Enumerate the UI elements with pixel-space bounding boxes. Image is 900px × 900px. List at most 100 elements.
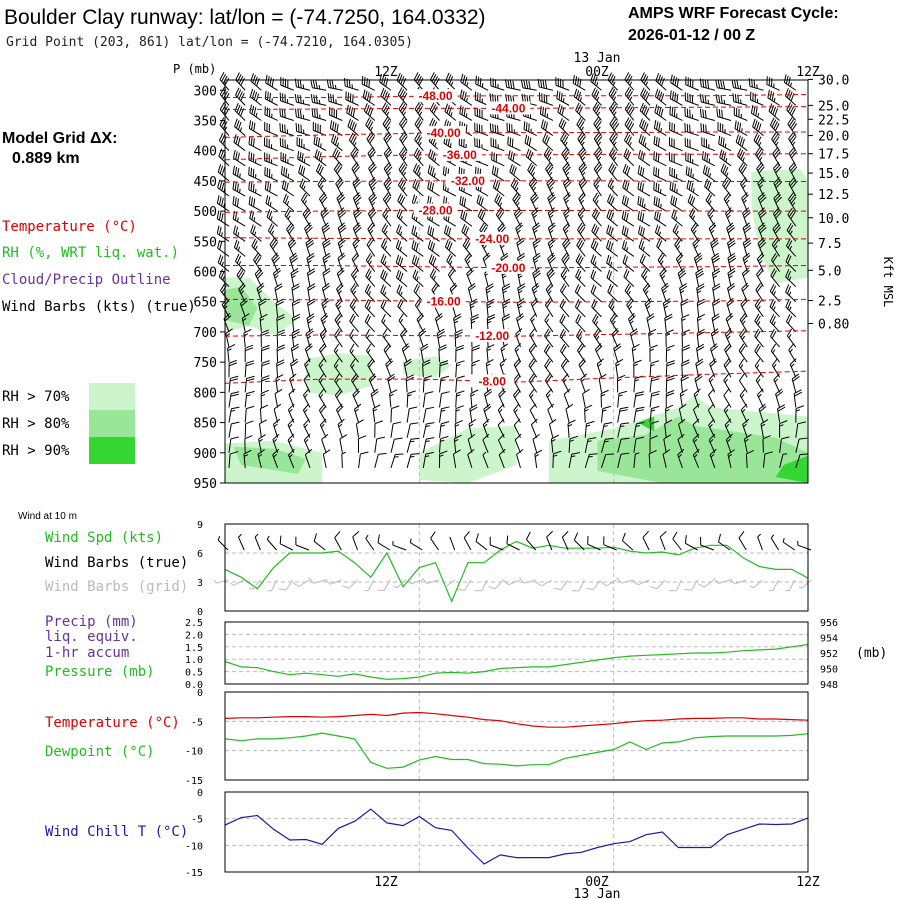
xsec-barb-flag xyxy=(410,437,420,440)
xsec-barb-staff xyxy=(455,378,458,393)
xsec-barb-flag xyxy=(291,283,300,289)
xsec-barb-flag xyxy=(758,403,766,410)
xsec-barb-flag xyxy=(366,343,372,352)
xsec-barb-flag xyxy=(517,285,526,291)
xsec-barb-half xyxy=(548,290,552,295)
xsec-barb-staff xyxy=(374,454,379,469)
xsec-barb-flag xyxy=(689,208,694,216)
xsec-barb-half xyxy=(402,111,407,116)
xsec-barb-flag xyxy=(674,198,678,207)
xsec-barb-half xyxy=(440,439,445,442)
xsec-barb xyxy=(576,222,586,242)
xsec-barb xyxy=(734,120,748,137)
isotherm-label-9: -12.00 xyxy=(475,329,509,343)
wind-barb-grid-staff xyxy=(233,579,245,586)
xsec-barb xyxy=(279,123,294,137)
xsec-barb xyxy=(516,449,524,469)
xsec-barb-flag xyxy=(757,388,764,396)
pressure-y2tick-label-0: 948 xyxy=(820,680,838,691)
wind-barb-grid-flag xyxy=(616,577,622,584)
xsec-barb-flag xyxy=(369,164,376,171)
xsec-barb xyxy=(722,177,732,197)
xsec-barb-staff xyxy=(795,454,801,469)
xsec-barb-flag xyxy=(319,343,326,351)
xsec-barb-flag xyxy=(789,149,796,157)
xsec-barb-half xyxy=(419,111,423,116)
xsec-barb xyxy=(282,193,295,212)
xsec-barb-half xyxy=(418,141,422,146)
xsec-barb xyxy=(544,358,554,378)
xsec-barb xyxy=(537,78,554,91)
xsec-barb xyxy=(411,225,424,242)
xsec-barb-flag xyxy=(515,222,523,229)
xsec-barb-flag xyxy=(665,329,674,334)
xsec-barb-flag xyxy=(500,343,509,349)
xsec-barb xyxy=(754,313,764,333)
wind-barb-true-flag xyxy=(672,531,678,540)
xsec-barb-flag xyxy=(429,241,434,250)
xsec-barb-half xyxy=(515,348,520,352)
xsec-barb-flag xyxy=(499,358,507,365)
xsec-barb-flag xyxy=(291,328,300,334)
xsec-barb xyxy=(512,192,521,212)
xsec-barb xyxy=(679,389,688,408)
xsec-barb-flag xyxy=(267,196,271,205)
xsec-barb-half xyxy=(553,454,558,457)
xsec-barb-flag xyxy=(728,242,736,249)
xsec-barb-flag xyxy=(297,123,300,133)
xsec-barb xyxy=(336,282,344,302)
xsec-barb-staff xyxy=(422,408,427,423)
xsec-barb xyxy=(259,313,268,332)
xsec-barb xyxy=(428,133,440,152)
xsec-barb xyxy=(422,359,431,378)
xsec-barb-flag xyxy=(351,252,358,260)
xsec-barb-flag xyxy=(306,226,313,234)
xsec-barb xyxy=(769,314,780,333)
xsec-barb-flag xyxy=(642,282,649,290)
xsec-barb xyxy=(228,375,239,393)
xsec-barb-flag xyxy=(385,164,392,172)
xsec-barb xyxy=(395,254,408,272)
isotherm-label-bg-10 xyxy=(470,374,515,388)
xsec-barb-flag xyxy=(771,300,776,309)
xsec-barb-flag xyxy=(271,252,278,260)
xsec-barb-flag xyxy=(614,345,622,352)
xsec-barb xyxy=(584,453,598,469)
xsec-barb-flag xyxy=(775,211,782,219)
xsec-barb-flag xyxy=(743,224,751,231)
xsec-barb-flag xyxy=(416,103,422,112)
xsec-barb-flag xyxy=(486,344,495,349)
xsec-barb-flag xyxy=(364,314,370,322)
xsec-barb-flag xyxy=(286,222,292,230)
xsec-barb xyxy=(528,343,538,363)
xsec-barb xyxy=(367,222,376,242)
xsec-barb-flag xyxy=(461,90,465,100)
xsec-barb-flag xyxy=(612,330,620,337)
xsec-barb-flag xyxy=(755,373,762,381)
xsec-barb-half xyxy=(339,244,344,249)
xsec-barb-half xyxy=(709,173,711,178)
xsec-barb-flag xyxy=(348,106,351,115)
xsec-barb xyxy=(608,162,619,182)
xsec-barb-half xyxy=(633,363,638,367)
height-tick-label-9: 5.0 xyxy=(818,264,841,279)
xsec-barb-half xyxy=(709,424,713,428)
xsec-barb-staff xyxy=(498,454,505,469)
xsec-barb-flag xyxy=(339,227,347,234)
xsec-barb-half xyxy=(352,305,356,310)
xsec-barb-flag xyxy=(776,390,784,397)
wind-barb-grid-staff xyxy=(592,579,601,590)
xsec-barb xyxy=(422,451,434,468)
xsec-barb-staff xyxy=(390,423,394,438)
xsec-barb-flag xyxy=(709,358,717,365)
xsec-barb-half xyxy=(304,200,308,205)
xsec-barb xyxy=(573,88,586,106)
wind-barb-true xyxy=(449,536,456,551)
xsec-barb-flag xyxy=(410,422,419,425)
xsec-barb xyxy=(365,328,376,348)
xsec-barb-flag xyxy=(323,270,331,276)
xsec-barb-flag xyxy=(680,374,689,379)
xsec-barb-flag xyxy=(228,362,238,367)
xsec-barb-flag xyxy=(725,345,732,353)
xsec-barb-flag xyxy=(611,315,617,323)
